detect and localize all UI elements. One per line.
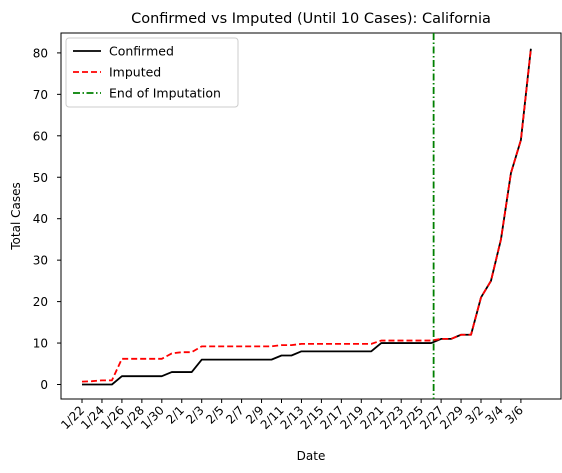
y-tick-label: 20 [33,295,48,309]
chart-title: Confirmed vs Imputed (Until 10 Cases): C… [131,11,491,27]
series-line-imputed [81,48,532,383]
y-axis: 0 10 20 30 40 50 60 70 80 [33,46,61,392]
x-axis-label: Date [297,449,326,463]
legend-label-imputed: Imputed [109,65,161,80]
y-tick-label: 0 [40,378,48,392]
y-tick-label: 30 [33,254,48,268]
legend: Confirmed Imputed End of Imputation [65,37,239,108]
y-tick-label: 50 [33,171,48,185]
y-tick-label: 60 [33,129,48,143]
x-tick-label: 3/4 [483,403,507,427]
legend-label-confirmed: Confirmed [109,44,174,59]
series-layer [81,33,532,399]
x-tick-label: 2/7 [223,403,247,427]
y-tick-label: 80 [33,46,48,60]
y-tick-label: 40 [33,212,48,226]
legend-label-end-of-imputation: End of Imputation [109,86,221,101]
x-tick-label: 1/30 [138,403,167,432]
x-tick-label: 2/29 [437,403,466,432]
y-axis-label: Total Cases [9,182,23,250]
x-tick-label: 2/1 [163,403,187,427]
x-tick-label: 2/3 [183,403,207,427]
y-tick-label: 10 [33,337,48,351]
x-tick-label: 3/2 [463,403,487,427]
x-axis: 1/221/241/261/281/302/12/32/52/72/92/112… [58,399,526,432]
y-tick-label: 70 [33,88,48,102]
plot-frame [60,32,562,400]
x-tick-label: 3/6 [502,403,526,427]
legend-box [65,37,239,108]
x-tick-label: 2/5 [203,403,227,427]
